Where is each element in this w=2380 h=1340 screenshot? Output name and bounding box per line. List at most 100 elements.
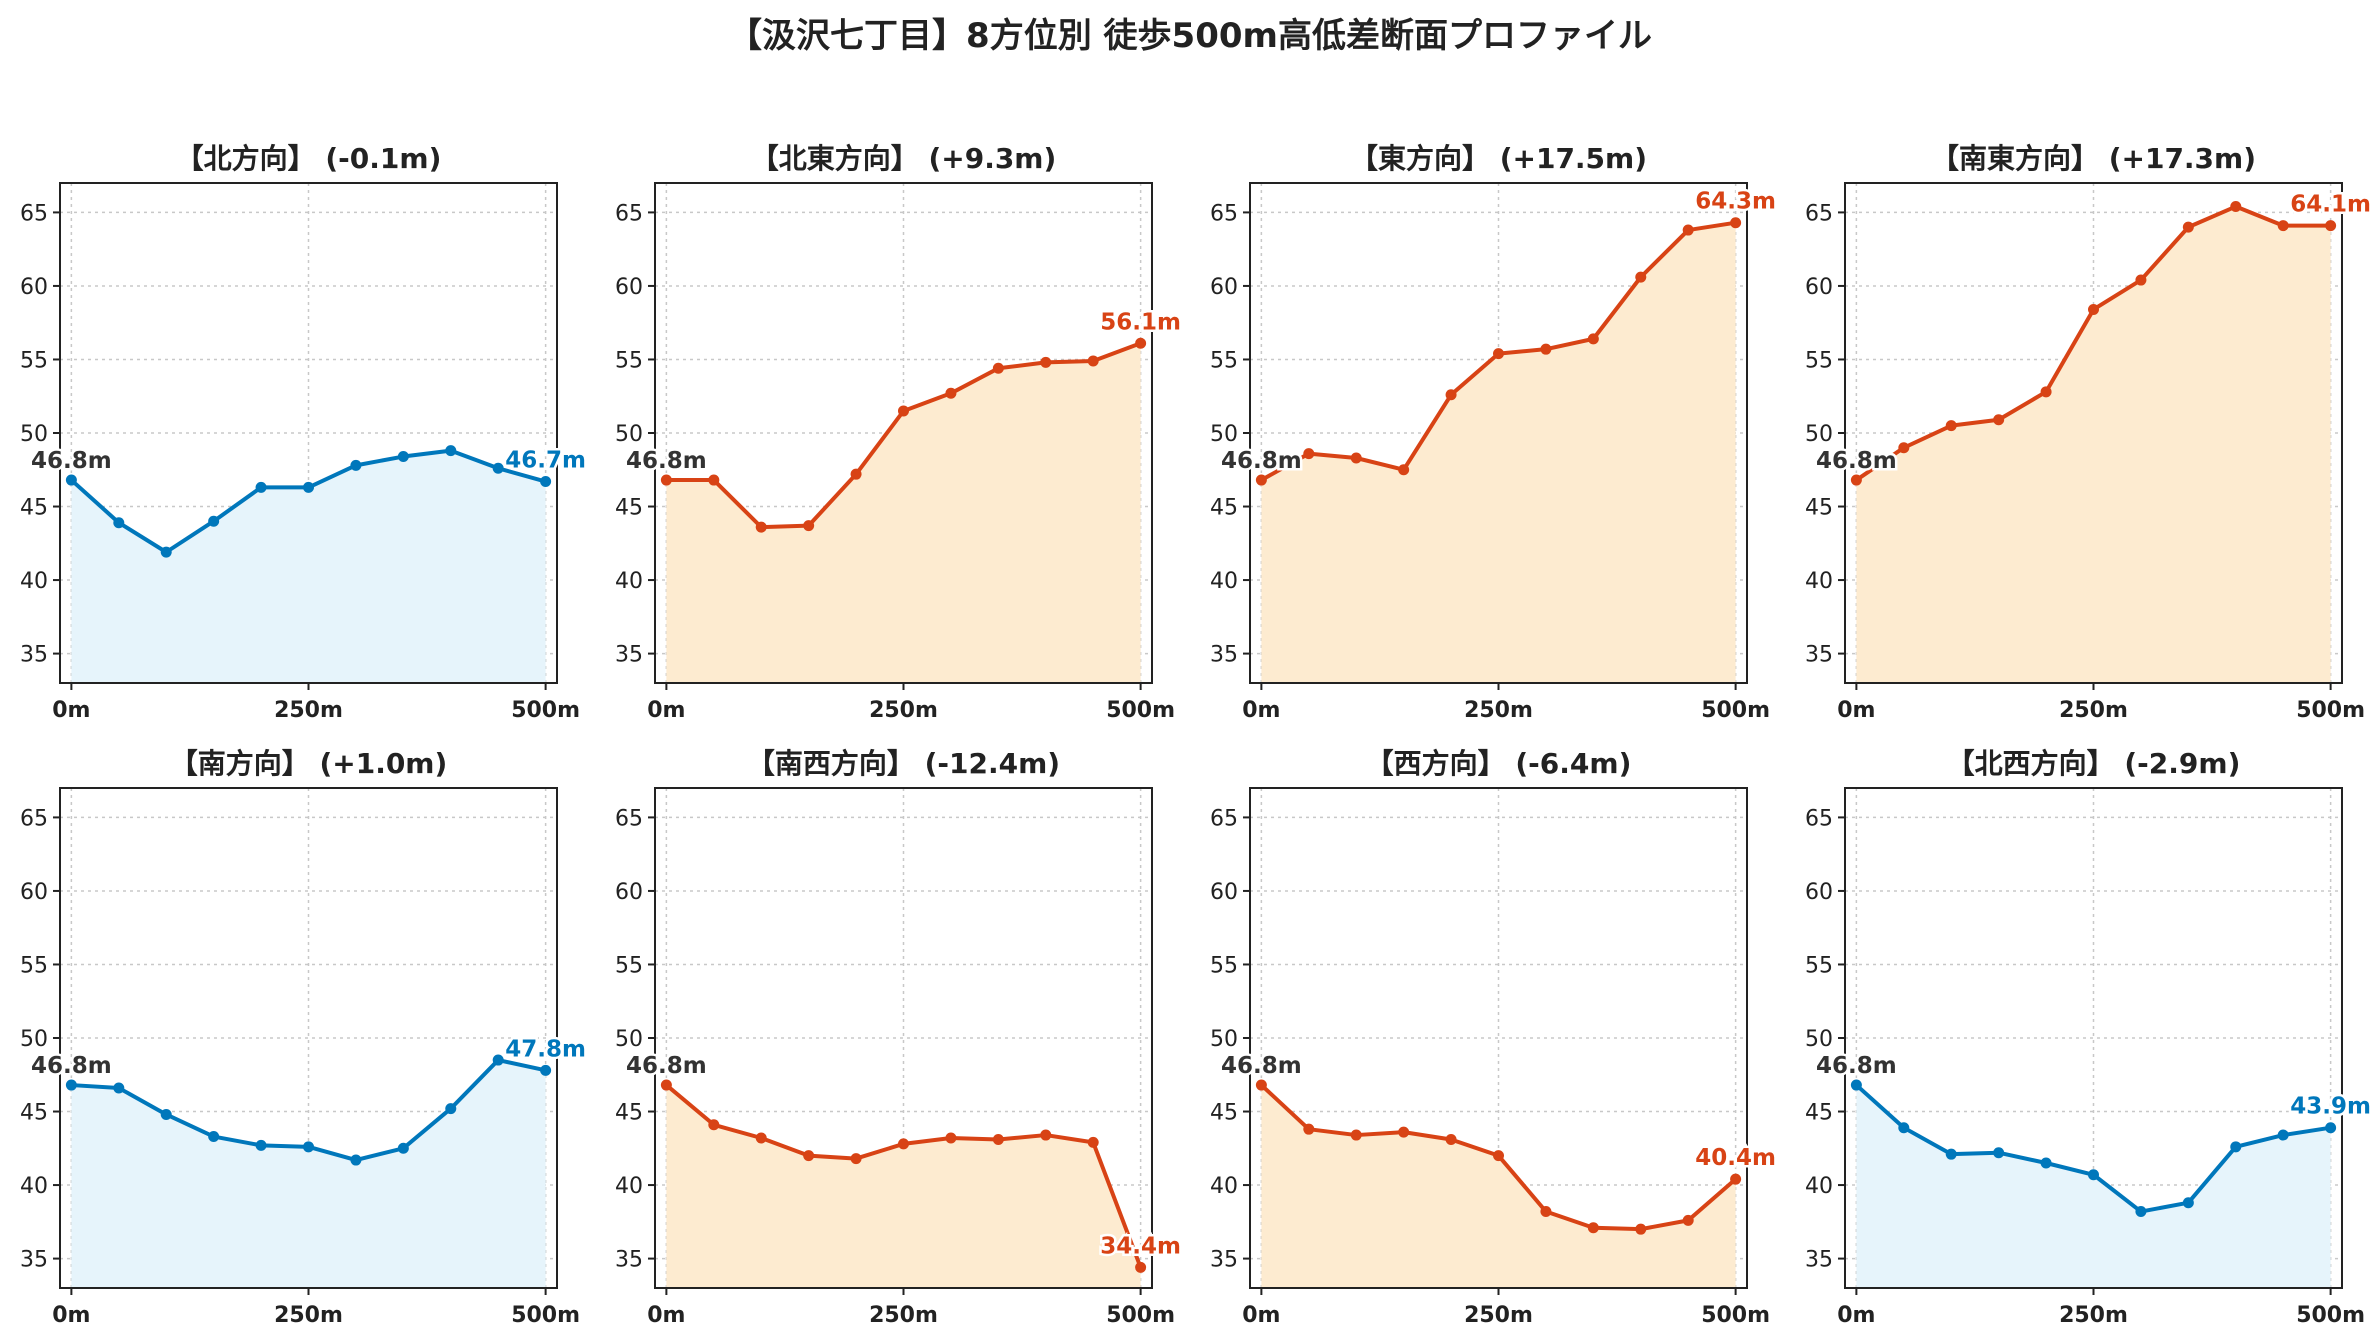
y-tick-label: 45 <box>20 1101 48 1126</box>
elevation-point <box>1898 1122 1910 1134</box>
y-tick-label: 65 <box>1805 201 1833 226</box>
elevation-point <box>1255 474 1267 486</box>
elevation-point <box>492 462 504 474</box>
y-tick-label: 65 <box>615 806 643 831</box>
profile-panel-7: 【北西方向】 (-2.9m) 35 40 45 50 55 60 65 0m 250m 500m 46… <box>1805 747 2373 1328</box>
y-tick-label: 60 <box>20 275 48 300</box>
end-elevation-label: 46.7m <box>505 448 586 474</box>
y-tick-label: 50 <box>20 1027 48 1052</box>
elevation-point <box>2088 303 2099 315</box>
elevation-point <box>2230 1141 2242 1153</box>
panel-title: 【北西方向】 (-2.9m) <box>1947 747 2241 780</box>
y-tick-label: 55 <box>20 348 48 373</box>
elevation-point <box>1087 1136 1099 1148</box>
end-elevation-label: 34.4m <box>1100 1233 1181 1259</box>
x-tick-label: 500m <box>2296 1303 2365 1328</box>
elevation-point <box>1087 355 1099 367</box>
elevation-point <box>898 405 909 417</box>
x-tick-label: 0m <box>1242 1303 1280 1328</box>
elevation-point <box>445 1103 457 1115</box>
y-tick-label: 50 <box>1805 422 1833 447</box>
y-tick-label: 45 <box>1210 1101 1238 1126</box>
elevation-point <box>1493 348 1504 360</box>
y-tick-label: 65 <box>20 806 48 831</box>
elevation-area <box>71 450 546 683</box>
end-elevation-label: 43.9m <box>2290 1094 2371 1120</box>
elevation-point <box>445 445 457 457</box>
elevation-area <box>71 1060 546 1288</box>
elevation-point <box>1303 1123 1315 1135</box>
elevation-point <box>540 476 552 488</box>
elevation-point <box>160 546 172 558</box>
elevation-point <box>992 1133 1004 1145</box>
x-tick-label: 0m <box>52 1303 90 1328</box>
elevation-point <box>1445 389 1457 401</box>
y-tick-label: 40 <box>20 1174 48 1199</box>
elevation-point <box>1445 1133 1457 1145</box>
start-elevation-label: 46.8m <box>1221 448 1302 474</box>
elevation-point <box>2088 1169 2099 1181</box>
panel-title: 【北方向】 (-0.1m) <box>176 142 442 175</box>
x-tick-label: 500m <box>2296 698 2365 723</box>
elevation-point <box>540 1064 552 1076</box>
elevation-point <box>1993 1147 2005 1159</box>
x-tick-label: 0m <box>1837 1303 1875 1328</box>
elevation-point <box>160 1108 172 1120</box>
x-tick-label: 500m <box>1106 698 1175 723</box>
y-tick-label: 35 <box>20 643 48 668</box>
y-tick-label: 35 <box>20 1248 48 1273</box>
y-tick-label: 45 <box>615 1101 643 1126</box>
elevation-point <box>65 1079 77 1091</box>
elevation-point <box>2040 386 2052 398</box>
elevation-point <box>1540 343 1552 355</box>
y-tick-label: 55 <box>1210 348 1238 373</box>
elevation-point <box>708 1119 720 1131</box>
elevation-area <box>666 1085 1141 1288</box>
elevation-point <box>2182 1197 2194 1209</box>
elevation-point <box>303 481 314 493</box>
elevation-point <box>1040 1129 1052 1141</box>
start-elevation-label: 46.8m <box>626 448 707 474</box>
elevation-point <box>350 1154 362 1166</box>
y-tick-label: 60 <box>615 880 643 905</box>
elevation-point <box>1898 442 1910 454</box>
x-tick-label: 0m <box>1837 698 1875 723</box>
y-tick-label: 60 <box>615 275 643 300</box>
y-tick-label: 60 <box>1805 880 1833 905</box>
elevation-point <box>660 1079 672 1091</box>
profile-panel-2: 【東方向】 (+17.5m) 35 40 45 50 55 60 65 0m 250m 500m 46… <box>1210 142 1778 723</box>
elevation-point <box>1993 414 2005 426</box>
elevation-point <box>208 1131 220 1143</box>
elevation-point <box>2325 1122 2337 1134</box>
y-tick-label: 45 <box>1805 496 1833 521</box>
elevation-point <box>255 481 267 493</box>
elevation-point <box>2230 201 2242 213</box>
profile-panel-4: 【南方向】 (+1.0m) 35 40 45 50 55 60 65 0m 250m 500m 46.… <box>20 747 588 1328</box>
elevation-point <box>113 1082 125 1094</box>
elevation-point <box>755 1132 767 1144</box>
y-tick-label: 65 <box>1805 806 1833 831</box>
profile-panel-3: 【南東方向】 (+17.3m) 35 40 45 50 55 60 65 0m 250m 500m 4… <box>1805 142 2373 723</box>
elevation-point <box>660 474 672 486</box>
y-tick-label: 35 <box>1805 1248 1833 1273</box>
start-elevation-label: 46.8m <box>31 1053 112 1079</box>
y-tick-label: 55 <box>615 953 643 978</box>
elevation-point <box>397 1142 409 1154</box>
elevation-point <box>755 521 767 533</box>
elevation-area <box>1261 1085 1736 1288</box>
elevation-point <box>1635 271 1647 283</box>
x-tick-label: 250m <box>2059 1303 2128 1328</box>
elevation-point <box>1635 1223 1647 1235</box>
elevation-point <box>2277 1129 2289 1141</box>
elevation-point <box>1682 1214 1694 1226</box>
x-tick-label: 0m <box>647 1303 685 1328</box>
y-tick-label: 45 <box>20 496 48 521</box>
y-tick-label: 65 <box>615 201 643 226</box>
elevation-point <box>65 474 77 486</box>
elevation-point <box>1493 1150 1504 1162</box>
y-tick-label: 65 <box>1210 806 1238 831</box>
x-tick-label: 250m <box>1464 698 1533 723</box>
y-tick-label: 40 <box>20 569 48 594</box>
elevation-point <box>945 387 957 399</box>
